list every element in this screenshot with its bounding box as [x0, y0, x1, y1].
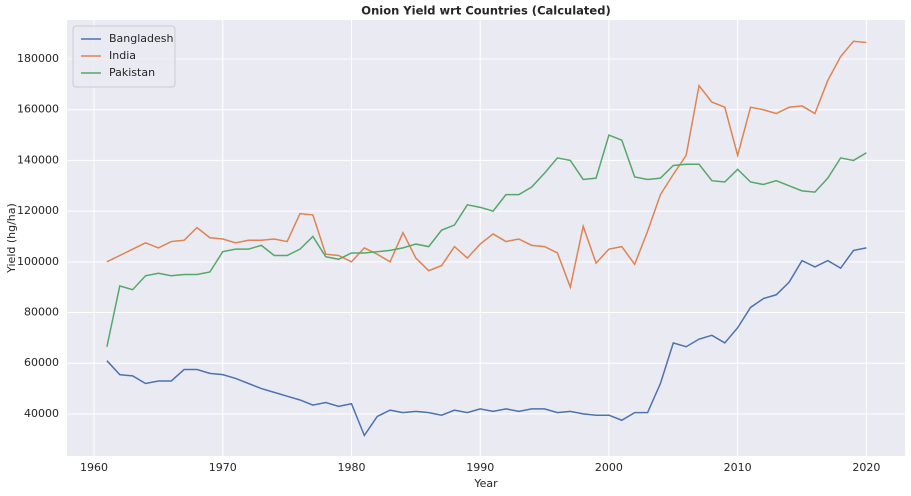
plot-area — [67, 20, 905, 456]
y-tick-label: 160000 — [17, 103, 59, 116]
y-tick-label: 80000 — [24, 306, 59, 319]
y-axis-label: Yield (hg/ha) — [5, 203, 18, 274]
legend-label: Pakistan — [109, 66, 155, 79]
y-tick-label: 100000 — [17, 255, 59, 268]
series-line — [106, 40, 867, 290]
x-tick-label: 2010 — [724, 461, 752, 474]
y-tick-label: 60000 — [24, 356, 59, 369]
legend-label: India — [109, 49, 136, 62]
x-tick-label: 1980 — [337, 461, 365, 474]
chart-title: Onion Yield wrt Countries (Calculated) — [361, 4, 610, 18]
series-line — [106, 134, 867, 347]
y-tick-label: 120000 — [17, 204, 59, 217]
y-tick-label: 40000 — [24, 407, 59, 420]
x-tick-label: 1960 — [80, 461, 108, 474]
y-tick-label: 140000 — [17, 153, 59, 166]
series-line — [106, 247, 867, 438]
legend-box — [72, 25, 176, 88]
legend-label: Bangladesh — [109, 32, 174, 45]
x-tick-label: 2020 — [852, 461, 880, 474]
x-tick-label: 2000 — [595, 461, 623, 474]
x-tick-label: 1970 — [209, 461, 237, 474]
x-tick-label: 1990 — [466, 461, 494, 474]
y-tick-label: 180000 — [17, 52, 59, 65]
x-axis-label: Year — [473, 477, 498, 490]
